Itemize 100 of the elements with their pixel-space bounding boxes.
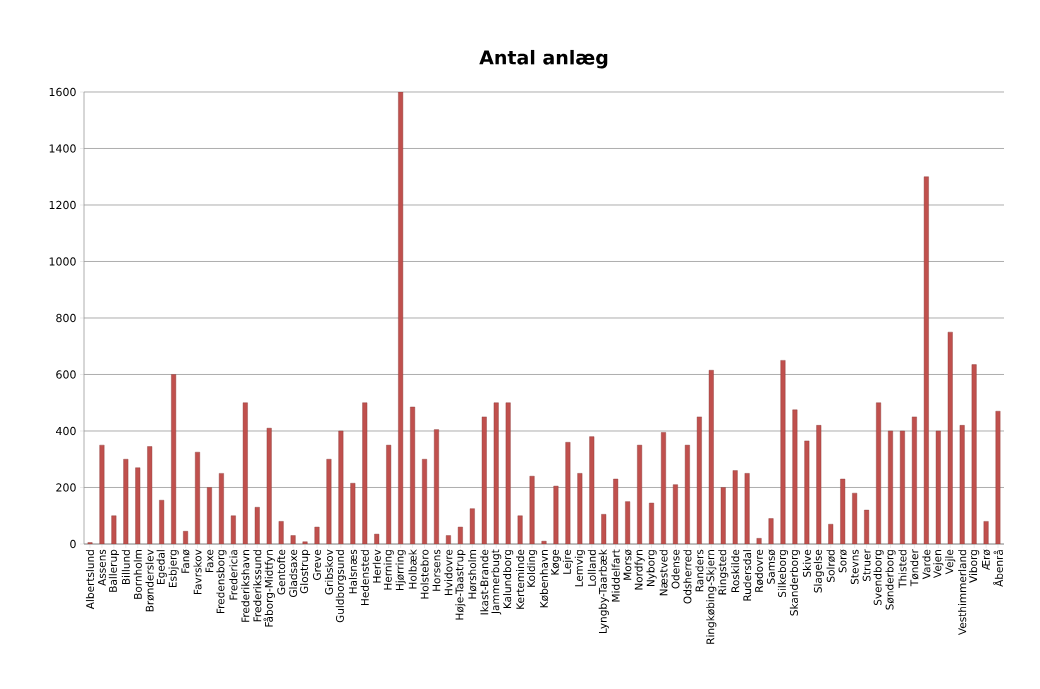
x-tick-label: Skanderborg — [789, 550, 800, 616]
bar — [601, 514, 607, 544]
bar — [792, 409, 798, 544]
bar — [517, 515, 523, 544]
bar — [876, 402, 881, 544]
x-tick-label: Struer — [862, 549, 871, 582]
bar — [386, 444, 392, 544]
bar — [171, 374, 177, 544]
bar — [159, 500, 165, 544]
bar — [852, 492, 858, 544]
bar — [302, 541, 308, 544]
bar — [505, 402, 511, 544]
x-tick-label: Halsnæs — [348, 549, 357, 594]
bar — [374, 533, 380, 544]
x-tick-label: Lejre — [562, 549, 573, 574]
x-tick-label: Samsø — [766, 549, 776, 584]
x-tick-label: Egedal — [156, 550, 167, 584]
bar — [672, 484, 678, 544]
bar — [696, 416, 702, 544]
bar — [888, 430, 893, 544]
bar — [314, 526, 320, 544]
bar — [434, 429, 439, 544]
x-tick-label: Frederikshavn — [241, 550, 250, 622]
bar — [923, 176, 929, 544]
x-tick-label: Lyngby-Taarbæk — [598, 549, 609, 634]
bar — [625, 501, 631, 544]
x-tick-label: Jammerbugt — [491, 549, 502, 615]
x-tick-label: Vesthimmerland — [958, 550, 967, 636]
x-tick-label: København — [539, 550, 549, 608]
x-tick-label: Fåborg-Midtfyn — [263, 550, 275, 627]
x-tick-label: Sorø — [838, 549, 847, 573]
bar — [684, 444, 690, 544]
x-tick-label: Faxe — [205, 549, 214, 573]
x-tick-label: Odsherred — [683, 550, 692, 604]
bar — [971, 364, 977, 544]
x-tick-label: Hjørring — [395, 550, 406, 591]
y-tick-label: 400 — [56, 426, 76, 436]
bar — [195, 451, 200, 544]
bar — [708, 370, 714, 544]
x-tick-label: Esbjerg — [168, 550, 179, 588]
bar — [457, 526, 463, 544]
bar — [756, 538, 762, 544]
x-tick-label: Herlev — [372, 549, 381, 583]
bar — [266, 427, 272, 544]
bar — [828, 524, 834, 544]
x-tick-label: Rudersdal — [743, 550, 752, 601]
x-tick-label: Randers — [695, 549, 704, 592]
x-tick-label: Sønderborg — [885, 550, 896, 610]
x-tick-label: Gladsaxe — [289, 549, 298, 598]
bar — [111, 515, 117, 544]
bar — [840, 478, 846, 544]
bar — [959, 425, 965, 544]
bar — [207, 487, 212, 544]
bar — [983, 521, 989, 544]
bar — [613, 478, 619, 544]
bar — [254, 507, 260, 544]
y-tick-label: 1600 — [49, 87, 76, 97]
x-tick-label: Ringkøbing-Skjern — [706, 550, 717, 644]
bar — [541, 540, 547, 544]
bar — [649, 502, 654, 544]
bar — [99, 444, 105, 544]
x-tick-label: Holstebro — [420, 549, 429, 599]
bar — [398, 92, 404, 544]
x-tick-label: Svendborg — [873, 550, 884, 606]
y-tick-label: 800 — [56, 313, 76, 323]
bar — [935, 430, 941, 544]
bar — [720, 487, 726, 544]
bar — [780, 360, 786, 544]
bar — [661, 432, 666, 544]
x-tick-label: Skive — [802, 549, 811, 577]
y-tick-label: 1400 — [49, 144, 76, 153]
bar — [147, 446, 153, 544]
x-tick-label: Lemvig — [574, 550, 585, 587]
x-tick-label: Roskilde — [731, 549, 740, 592]
bar — [911, 416, 917, 544]
x-tick-label: Næstved — [659, 550, 668, 596]
x-tick-label: Albertslund — [85, 550, 95, 610]
bar — [230, 515, 236, 544]
x-tick-label: Nordfyn — [634, 550, 645, 590]
bar — [218, 473, 224, 544]
x-tick-label: Greve — [313, 549, 321, 580]
x-tick-label: Varde — [922, 549, 931, 580]
x-tick-label: Ærø — [982, 549, 991, 571]
bar — [493, 402, 499, 544]
bar — [864, 509, 870, 544]
y-tick-label: 1000 — [49, 257, 76, 266]
bar — [565, 442, 571, 544]
bar — [947, 331, 953, 544]
x-tick-label: Glostrup — [299, 549, 311, 594]
x-tick-label: Ringsted — [718, 550, 729, 595]
x-tick-label: Middelfart — [611, 549, 620, 602]
x-tick-label: Holbæk — [408, 549, 417, 589]
bar — [804, 440, 810, 544]
x-tick-label: Kerteminde — [516, 549, 525, 609]
bar — [338, 430, 344, 544]
x-tick-label: Frederikssund — [253, 550, 262, 622]
bar — [553, 485, 559, 544]
x-tick-label: Tønder — [910, 549, 919, 587]
x-tick-label: Bornholm — [133, 550, 142, 599]
bar — [183, 531, 189, 544]
